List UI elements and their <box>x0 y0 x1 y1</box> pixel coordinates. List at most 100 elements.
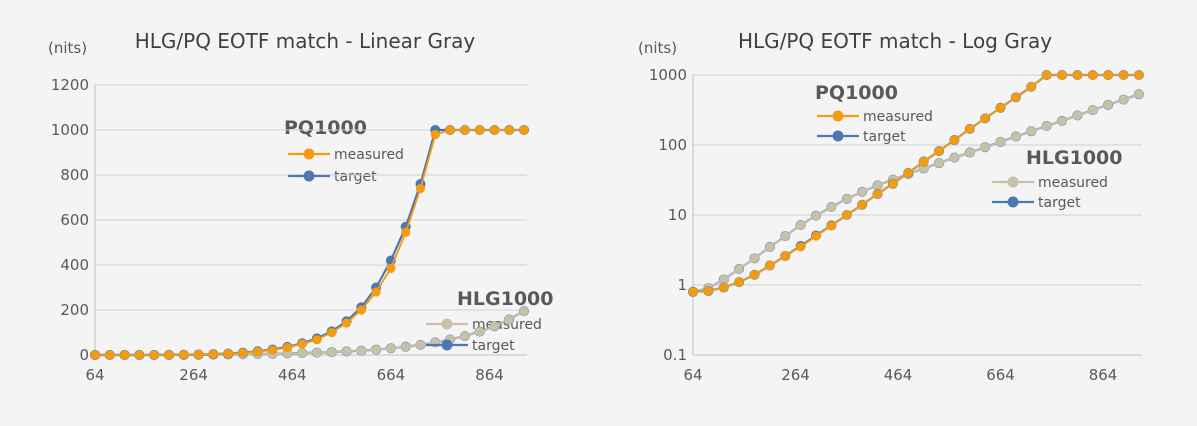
right-hlg1000-measured-point <box>826 202 836 212</box>
left-legend-pq-measured-label: measured <box>334 147 404 163</box>
left-pq1000-measured-point <box>105 350 115 360</box>
right-x-tick-label: 264 <box>781 366 810 384</box>
right-hlg1000-measured-point <box>749 253 760 263</box>
left-pq1000-measured-point <box>208 349 218 359</box>
left-pq1000-measured-point <box>386 263 396 273</box>
left-hlg1000-measured-point <box>519 306 529 316</box>
right-legend-hlg-title: HLG1000 <box>1026 147 1122 169</box>
right-x-tick-label: 464 <box>884 366 913 384</box>
right-hlg1000-measured-point <box>934 158 944 168</box>
left-pq1000-measured-point <box>475 125 485 135</box>
right-hlg1000-measured-point <box>872 180 883 190</box>
right-x-tick-label: 664 <box>986 366 1015 384</box>
left-y-tick-label: 0 <box>79 346 89 364</box>
left-pq1000-measured-point <box>282 342 292 353</box>
left-pq1000-measured-point <box>238 348 248 358</box>
left-hlg1000-measured-point <box>504 314 514 325</box>
right-hlg1000-measured-point <box>811 211 821 221</box>
left-legend-hlg-target-label: target <box>472 338 515 354</box>
left-hlg1000-measured-point <box>475 327 485 337</box>
left-pq1000-measured-point <box>504 125 514 135</box>
left-pq1000-measured-line <box>95 129 524 356</box>
right-legend-hlg1000-target-marker <box>1007 196 1019 208</box>
left-pq1000-measured-point <box>445 125 455 135</box>
left-pq1000-measured-point <box>489 125 500 135</box>
right-hlg1000-measured-point <box>1026 126 1036 136</box>
right-pq1000-measured-point <box>995 103 1006 113</box>
right-pq1000-measured-point <box>980 113 990 123</box>
right-pq1000-measured-point <box>796 242 806 252</box>
right-y-unit: (nits) <box>638 39 677 57</box>
right-pq1000-measured-point <box>719 282 729 293</box>
left-hlg1000-measured-point <box>415 340 426 350</box>
right-legend-pq-title: PQ1000 <box>815 82 898 104</box>
right-legend-pq-measured-label: measured <box>863 109 933 125</box>
right-pq1000-measured-point <box>842 210 852 220</box>
left-x-tick-label: 264 <box>179 366 208 384</box>
right-hlg1000-measured-point <box>949 153 960 163</box>
left-pq1000-measured-point <box>223 349 233 359</box>
right-pq1000-measured-point <box>888 179 898 189</box>
left-pq1000-measured-point <box>149 350 159 360</box>
right-hlg1000-measured-point <box>1118 95 1129 105</box>
left-pq1000-target-line <box>95 128 524 357</box>
left-y-tick-label: 200 <box>60 301 89 319</box>
left-pq1000-measured-point <box>341 318 352 328</box>
right-hlg1000-measured-point <box>796 220 806 230</box>
right-pq1000-measured-point <box>749 270 760 280</box>
left-pq1000-measured-point <box>179 350 189 360</box>
right-x-tick-label: 64 <box>683 366 702 384</box>
left-pq1000-measured-point <box>415 183 426 194</box>
right-pq1000-measured-point <box>1042 70 1052 80</box>
left-pq1000-measured-point <box>401 227 411 237</box>
left-y-tick-label: 800 <box>60 166 89 184</box>
right-pq1000-measured-point <box>780 251 790 261</box>
left-x-tick-label: 64 <box>85 366 104 384</box>
left-hlg1000-measured-point <box>356 346 366 356</box>
right-hlg1000-measured-point <box>980 142 990 152</box>
right-hlg1000-measured-point <box>1042 121 1052 131</box>
right-legend-pq1000-target-marker <box>832 130 844 142</box>
right-pq1000-measured-point <box>703 286 713 296</box>
left-pq1000-measured-point <box>356 305 366 315</box>
right-hlg1000-measured-point <box>1072 110 1083 120</box>
left-legend-hlg-title: HLG1000 <box>457 288 553 310</box>
left-hlg1000-measured-point <box>489 321 500 331</box>
right-hlg1000-measured-point <box>734 264 744 274</box>
left-x-tick-label: 664 <box>377 366 406 384</box>
left-pq1000-measured-point <box>90 350 100 360</box>
left-pq1000-measured-point <box>119 350 130 360</box>
right-hlg1000-measured-point <box>857 187 867 197</box>
left-legend-pq-title: PQ1000 <box>284 117 367 139</box>
right-hlg1000-measured-point <box>765 242 775 252</box>
right-hlg1000-measured-point <box>1134 89 1144 99</box>
right-hlg1000-measured-point <box>1057 116 1067 126</box>
left-y-tick-label: 1000 <box>51 121 89 139</box>
right-y-tick-label: 1 <box>677 276 687 294</box>
right-chart-title: HLG/PQ EOTF match - Log Gray <box>738 29 1052 53</box>
left-legend-hlg1000-target-marker <box>441 339 453 351</box>
right-pq1000-measured-point <box>688 287 698 297</box>
left-pq1000-measured-point <box>327 327 337 338</box>
left-x-tick-label: 464 <box>278 366 307 384</box>
right-hlg1000-measured-point <box>780 231 790 241</box>
left-y-unit: (nits) <box>48 39 87 57</box>
left-hlg1000-measured-point <box>386 343 396 353</box>
right-hlg1000-measured-point <box>1103 100 1113 110</box>
left-hlg1000-measured-point <box>297 348 307 358</box>
right-hlg1000-measured-point <box>842 194 852 204</box>
left-y-tick-label: 1200 <box>51 76 89 94</box>
left-pq1000-measured-point <box>371 287 381 297</box>
left-y-tick-label: 600 <box>60 211 89 229</box>
left-hlg1000-measured-point <box>460 331 470 341</box>
right-legend-hlg1000-measured-marker <box>1007 176 1019 188</box>
right-y-tick-label: 1000 <box>649 66 687 84</box>
right-pq1000-measured-point <box>811 231 821 241</box>
left-x-tick-label: 864 <box>475 366 504 384</box>
right-hlg1000-measured-point <box>719 274 729 285</box>
right-y-tick-label: 10 <box>668 206 687 224</box>
left-pq1000-measured-point <box>460 125 470 135</box>
left-pq1000-measured-point <box>519 125 529 135</box>
right-pq1000-measured-point <box>857 200 867 210</box>
